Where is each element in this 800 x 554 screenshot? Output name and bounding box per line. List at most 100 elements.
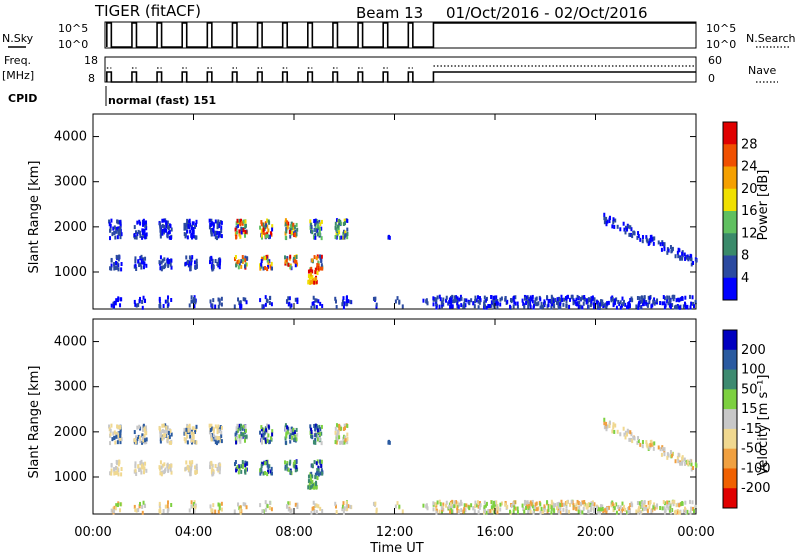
echo-cell — [109, 227, 112, 232]
echo-cell — [133, 430, 136, 435]
echo-cell — [191, 435, 194, 440]
echo-cell — [559, 297, 562, 302]
echo-cell — [631, 503, 634, 508]
echo-cell — [137, 508, 140, 513]
echo-cell — [570, 499, 573, 504]
echo-cell — [307, 485, 310, 490]
echo-cell — [159, 234, 162, 239]
echo-cell — [583, 500, 586, 505]
echo-cell — [238, 261, 241, 266]
echo-cell — [398, 299, 401, 304]
echo-cell — [244, 262, 247, 267]
echo-cell — [211, 463, 214, 468]
echo-cell — [266, 472, 269, 477]
echo-cell — [241, 426, 244, 431]
echo-cell — [669, 299, 672, 304]
echo-cell — [160, 267, 163, 272]
echo-cell — [185, 222, 188, 227]
echo-cell — [686, 509, 689, 514]
echo-cell — [638, 296, 641, 301]
echo-cell — [639, 442, 642, 447]
echo-cell — [165, 220, 168, 225]
echo-cell — [692, 261, 695, 266]
echo-cell — [668, 297, 671, 302]
echo-cell — [115, 261, 118, 266]
echo-cell — [159, 222, 162, 227]
echo-cell — [597, 302, 600, 307]
echo-cell — [164, 218, 167, 223]
echo-cell — [261, 304, 264, 309]
echo-cell — [694, 299, 697, 304]
echo-cell — [460, 303, 463, 308]
echo-cell — [622, 302, 625, 307]
echo-cell — [334, 235, 337, 240]
echo-cell — [566, 500, 569, 505]
echo-cell — [685, 254, 688, 259]
echo-cell — [387, 234, 390, 239]
echo-cell — [388, 440, 391, 445]
echo-cell — [318, 436, 321, 441]
echo-cell — [242, 257, 245, 262]
echo-cell — [622, 299, 625, 304]
echo-cell — [141, 305, 144, 310]
echo-cell — [604, 508, 607, 513]
echo-cell — [285, 258, 288, 263]
echo-cell — [600, 302, 603, 307]
echo-cell — [590, 296, 593, 301]
echo-cell — [624, 302, 627, 307]
echo-cell — [653, 236, 656, 241]
echo-cell — [642, 302, 645, 307]
echo-cell — [336, 429, 339, 434]
echo-cell — [483, 505, 486, 510]
echo-cell — [632, 230, 635, 235]
echo-cell — [464, 303, 467, 308]
echo-cell — [115, 298, 118, 303]
echo-cell — [612, 298, 615, 303]
echo-cell — [295, 260, 298, 265]
echo-cell — [479, 298, 482, 303]
echo-cell — [606, 219, 609, 224]
echo-cell — [525, 505, 528, 510]
echo-cell — [601, 506, 604, 511]
echo-cell — [663, 501, 666, 506]
echo-cell — [267, 465, 270, 470]
echo-cell — [159, 429, 162, 434]
y-tick-label: 2000 — [54, 220, 87, 235]
echo-cell — [577, 301, 580, 306]
echo-cell — [693, 304, 696, 309]
echo-cell — [110, 266, 113, 271]
echo-cell — [245, 300, 248, 305]
echo-cell — [236, 218, 239, 223]
echo-cell — [195, 463, 198, 468]
echo-cell — [308, 482, 311, 487]
echo-cell — [266, 429, 269, 434]
echo-cell — [641, 296, 644, 301]
radar-title: TIGER (fitACF) — [94, 2, 201, 20]
echo-cell — [336, 228, 339, 233]
echo-cell — [234, 227, 237, 232]
echo-cell — [512, 509, 515, 514]
echo-cell — [133, 504, 136, 509]
colorbar-tick-label: 12 — [741, 226, 758, 241]
echo-cell — [465, 503, 468, 508]
echo-cell — [448, 297, 451, 302]
echo-cell — [335, 423, 338, 428]
echo-cell — [596, 300, 599, 305]
echo-cell — [116, 502, 119, 507]
echo-cell — [641, 444, 644, 449]
echo-cell — [485, 501, 488, 506]
echo-cell — [195, 219, 198, 224]
echo-cell — [534, 300, 537, 305]
echo-cell — [342, 510, 345, 515]
echo-cell — [690, 262, 693, 267]
echo-cell — [458, 297, 461, 302]
echo-cell — [459, 294, 462, 299]
x-tick-label: 08:00 — [275, 525, 312, 540]
echo-cell — [585, 298, 588, 303]
echo-cell — [144, 256, 147, 261]
echo-cell — [189, 229, 192, 234]
echo-cell — [184, 439, 187, 444]
echo-cell — [524, 296, 527, 301]
echo-cell — [474, 299, 477, 304]
